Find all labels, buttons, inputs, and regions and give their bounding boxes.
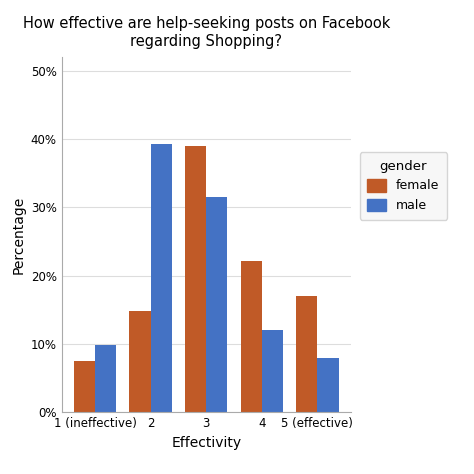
Bar (95, 346, 116, 412)
Bar (241, 261, 262, 412)
Bar (129, 311, 151, 412)
Bar (185, 146, 206, 412)
Bar (206, 197, 228, 412)
Y-axis label: Percentage: Percentage (11, 195, 25, 274)
Bar (74, 361, 95, 412)
Legend: female, male: female, male (360, 152, 447, 220)
Bar (262, 330, 283, 412)
Bar (151, 144, 172, 412)
X-axis label: Effectivity: Effectivity (171, 436, 241, 450)
Title: How effective are help-seeking posts on Facebook
regarding Shopping?: How effective are help-seeking posts on … (22, 17, 390, 49)
Bar (318, 358, 338, 412)
Bar (296, 296, 318, 412)
